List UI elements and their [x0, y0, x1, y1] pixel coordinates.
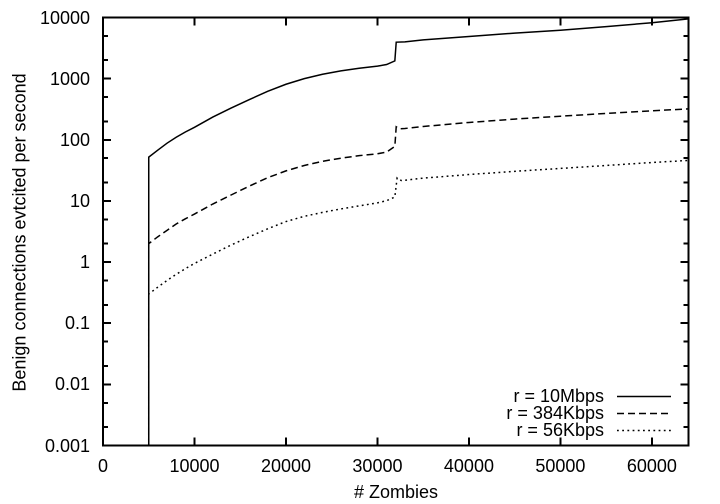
plot-frame	[102, 16, 690, 447]
x-tick-label: 0	[97, 456, 108, 476]
x-tick-label: 10000	[169, 456, 220, 476]
legend: r = 10Mbps r = 384Kbps r = 56Kbps	[506, 386, 672, 440]
x-tick-label: 60000	[626, 456, 677, 476]
y-tick-label: 0.001	[44, 435, 90, 456]
legend-item-r-384kbps: r = 384Kbps	[506, 403, 672, 423]
legend-label-r-384kbps: r = 384Kbps	[506, 403, 604, 423]
series-line-r-56kbps	[147, 159, 689, 446]
legend-line-sample-dashed	[617, 412, 671, 415]
x-tick-label: 20000	[260, 456, 311, 476]
x-axis-title: # Zombies	[353, 482, 439, 502]
series-line-r-384kbps	[147, 108, 689, 446]
y-tick-label: 0.1	[64, 313, 90, 334]
y-axis-title: Benign connections evtcited per second	[9, 73, 30, 392]
legend-line-sample-dotted	[617, 429, 671, 432]
y-tick-label: 10	[69, 190, 90, 211]
x-tick-label: 30000	[352, 456, 403, 476]
series-line-r-10mbps	[147, 18, 689, 446]
y-tick-label: 1	[79, 252, 90, 273]
x-tick-label: 50000	[535, 456, 586, 476]
legend-item-r-10mbps: r = 10Mbps	[506, 386, 672, 406]
legend-label-r-10mbps: r = 10Mbps	[513, 386, 604, 406]
x-tick-label: 40000	[443, 456, 494, 476]
legend-item-r-56kbps: r = 56Kbps	[506, 420, 672, 440]
legend-label-r-56kbps: r = 56Kbps	[516, 420, 604, 440]
y-tick-label: 10000	[39, 7, 90, 28]
y-tick-label: 100	[59, 129, 90, 150]
legend-line-sample-solid	[617, 395, 671, 398]
y-tick-label: 1000	[49, 68, 90, 89]
y-tick-label: 0.01	[54, 374, 90, 395]
